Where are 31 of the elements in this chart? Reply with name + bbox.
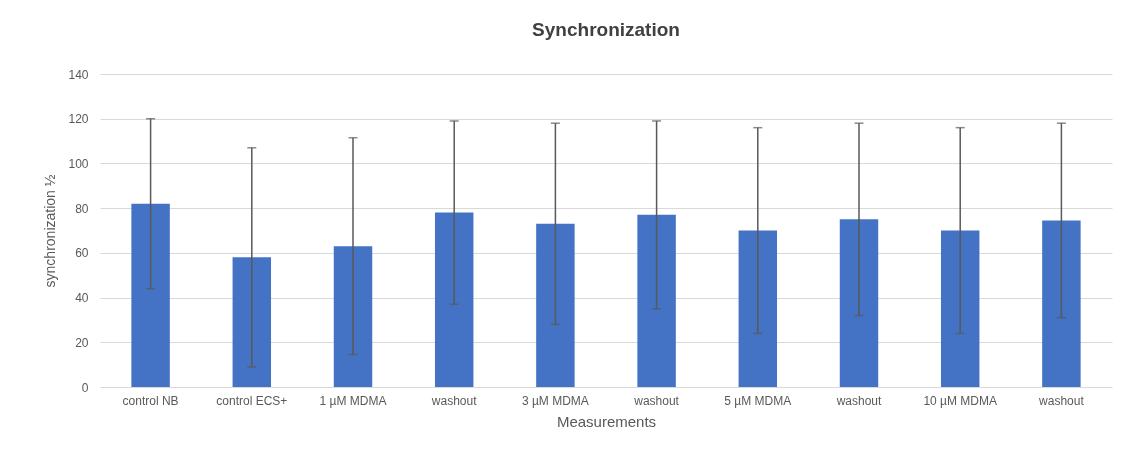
bar — [1042, 220, 1081, 387]
x-tick-label: 10 µM MDMA — [923, 393, 997, 408]
y-tick-label: 40 — [75, 291, 89, 306]
bar — [637, 214, 676, 387]
y-tick-label: 120 — [68, 112, 89, 127]
y-tick-label: 100 — [68, 156, 89, 171]
y-tick-label: 20 — [75, 335, 89, 350]
x-tick-label: washout — [430, 393, 478, 408]
x-tick-label: 1 µM MDMA — [319, 393, 387, 408]
x-tick-label: washout — [633, 393, 680, 408]
x-tick-label: control ECS+ — [216, 393, 288, 408]
y-axis-title: synchronization ½ — [42, 174, 59, 288]
bar — [536, 223, 575, 387]
y-tick-label: 140 — [68, 67, 89, 82]
y-tick-label: 80 — [75, 201, 89, 216]
bar — [333, 246, 373, 387]
x-tick-label: control NB — [122, 393, 179, 408]
bar — [940, 230, 980, 387]
bar — [232, 257, 272, 387]
x-tick-label: washout — [1038, 393, 1085, 408]
x-tick-label: 5 µM MDMA — [724, 393, 792, 408]
x-axis-title: Measurements — [556, 412, 657, 430]
bar — [839, 219, 879, 387]
bar — [434, 212, 474, 387]
x-tick-label: washout — [835, 393, 883, 408]
y-tick-label: 0 — [81, 380, 89, 395]
y-tick-label: 60 — [75, 246, 89, 261]
chart-title: Synchronization — [532, 19, 680, 40]
bar — [131, 203, 170, 387]
x-tick-label: 3 µM MDMA — [521, 393, 589, 408]
bar — [738, 230, 778, 387]
